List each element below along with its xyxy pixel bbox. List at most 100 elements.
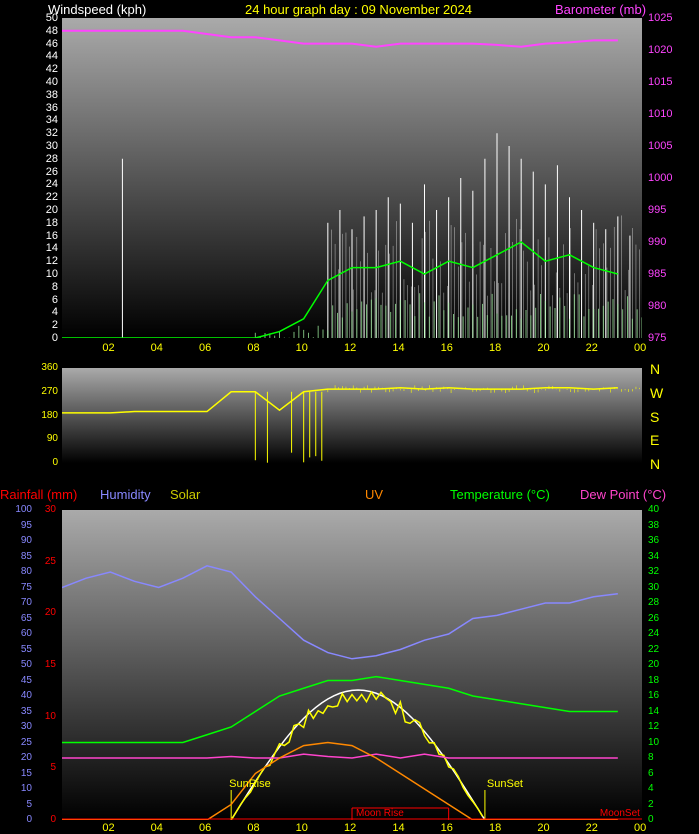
y-tick-left: 42 bbox=[46, 63, 58, 75]
rain-tick: 30 bbox=[45, 504, 56, 515]
x-tick: 02 bbox=[102, 822, 114, 834]
x-tick: 22 bbox=[586, 822, 598, 834]
y-tick-left: 20 bbox=[46, 204, 58, 216]
y-tick-left: 10 bbox=[46, 268, 58, 280]
compass-label: S bbox=[650, 409, 659, 425]
y-tick-right: 975 bbox=[648, 332, 666, 344]
x-tick: 18 bbox=[489, 342, 501, 354]
y-tick-left: 14 bbox=[46, 242, 58, 254]
hum-tick: 40 bbox=[21, 690, 32, 701]
x-tick: 20 bbox=[537, 342, 549, 354]
dir-tick: 90 bbox=[47, 433, 58, 444]
hum-tick: 15 bbox=[21, 768, 32, 779]
rainfall-label: Rainfall (mm) bbox=[0, 487, 77, 502]
y-tick-left: 6 bbox=[52, 294, 58, 306]
moonrise-label: Moon Rise bbox=[356, 808, 404, 819]
y-tick-left: 24 bbox=[46, 178, 58, 190]
temp-tick: 28 bbox=[648, 597, 659, 608]
compass-label: W bbox=[650, 385, 663, 401]
sun-arc bbox=[231, 690, 485, 820]
temp-tick: 36 bbox=[648, 535, 659, 546]
hum-tick: 25 bbox=[21, 737, 32, 748]
temp-tick: 18 bbox=[648, 675, 659, 686]
hum-tick: 55 bbox=[21, 644, 32, 655]
hum-tick: 100 bbox=[15, 504, 32, 515]
solar-line bbox=[231, 692, 482, 820]
hum-tick: 70 bbox=[21, 597, 32, 608]
hum-tick: 5 bbox=[26, 799, 32, 810]
y-tick-left: 28 bbox=[46, 153, 58, 165]
temp-tick: 2 bbox=[648, 799, 654, 810]
y-tick-left: 32 bbox=[46, 127, 58, 139]
x-tick: 00 bbox=[634, 822, 646, 834]
hum-tick: 90 bbox=[21, 535, 32, 546]
solar-label: Solar bbox=[170, 487, 200, 502]
sunrise-label: SunRise bbox=[229, 778, 271, 790]
temp-tick: 8 bbox=[648, 752, 654, 763]
y-tick-right: 985 bbox=[648, 268, 666, 280]
temp-tick: 32 bbox=[648, 566, 659, 577]
rain-tick: 5 bbox=[50, 762, 56, 773]
rain-tick: 20 bbox=[45, 607, 56, 618]
hum-tick: 50 bbox=[21, 659, 32, 670]
y-tick-left: 18 bbox=[46, 217, 58, 229]
compass-label: E bbox=[650, 432, 659, 448]
x-tick: 16 bbox=[441, 822, 453, 834]
hum-tick: 80 bbox=[21, 566, 32, 577]
dir-tick: 180 bbox=[41, 410, 58, 421]
hum-tick: 0 bbox=[26, 814, 32, 825]
windspeed-label: Windspeed (kph) bbox=[48, 2, 146, 17]
moonset-label: MoonSet bbox=[600, 808, 640, 819]
uv-line bbox=[62, 743, 618, 821]
hum-tick: 60 bbox=[21, 628, 32, 639]
hum-tick: 30 bbox=[21, 721, 32, 732]
dir-tick: 270 bbox=[41, 386, 58, 397]
y-tick-right: 990 bbox=[648, 236, 666, 248]
y-tick-left: 12 bbox=[46, 255, 58, 267]
barometer-line bbox=[62, 31, 618, 47]
x-tick: 08 bbox=[247, 342, 259, 354]
x-tick: 04 bbox=[151, 822, 163, 834]
y-tick-left: 16 bbox=[46, 230, 58, 242]
hum-tick: 85 bbox=[21, 551, 32, 562]
x-tick: 10 bbox=[296, 822, 308, 834]
dir-tick: 360 bbox=[41, 362, 58, 373]
rain-tick: 10 bbox=[45, 711, 56, 722]
y-tick-left: 2 bbox=[52, 319, 58, 331]
hum-tick: 45 bbox=[21, 675, 32, 686]
humidity-label: Humidity bbox=[100, 487, 151, 502]
hum-tick: 20 bbox=[21, 752, 32, 763]
hum-tick: 75 bbox=[21, 582, 32, 593]
temp-tick: 22 bbox=[648, 644, 659, 655]
y-tick-left: 38 bbox=[46, 89, 58, 101]
temperature-label: Temperature (°C) bbox=[450, 487, 550, 502]
temp-tick: 12 bbox=[648, 721, 659, 732]
x-tick: 00 bbox=[634, 342, 646, 354]
y-tick-left: 0 bbox=[52, 332, 58, 344]
x-tick: 16 bbox=[441, 342, 453, 354]
x-tick: 08 bbox=[247, 822, 259, 834]
y-tick-left: 44 bbox=[46, 50, 58, 62]
rain-tick: 25 bbox=[45, 556, 56, 567]
x-tick: 06 bbox=[199, 342, 211, 354]
y-tick-right: 1025 bbox=[648, 12, 672, 24]
y-tick-left: 4 bbox=[52, 306, 58, 318]
x-tick: 10 bbox=[296, 342, 308, 354]
x-tick: 06 bbox=[199, 822, 211, 834]
y-tick-left: 34 bbox=[46, 114, 58, 126]
x-tick: 20 bbox=[537, 822, 549, 834]
y-tick-right: 1000 bbox=[648, 172, 672, 184]
y-tick-left: 50 bbox=[46, 12, 58, 24]
temp-tick: 24 bbox=[648, 628, 659, 639]
rain-tick: 15 bbox=[45, 659, 56, 670]
hum-tick: 95 bbox=[21, 520, 32, 531]
dewpoint-label: Dew Point (°C) bbox=[580, 487, 666, 502]
x-tick: 22 bbox=[586, 342, 598, 354]
hum-tick: 10 bbox=[21, 783, 32, 794]
barometer-label: Barometer (mb) bbox=[555, 2, 646, 17]
hum-tick: 65 bbox=[21, 613, 32, 624]
temp-tick: 26 bbox=[648, 613, 659, 624]
y-tick-left: 46 bbox=[46, 38, 58, 50]
temp-tick: 4 bbox=[648, 783, 654, 794]
y-tick-left: 48 bbox=[46, 25, 58, 37]
